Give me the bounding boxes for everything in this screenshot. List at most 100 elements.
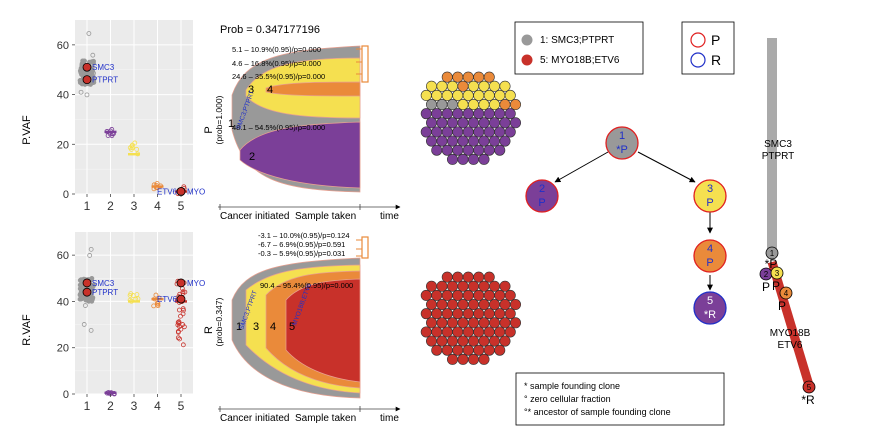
cell	[494, 89, 506, 101]
cell	[478, 99, 490, 111]
cell	[462, 308, 474, 320]
clone-5-area	[285, 278, 361, 383]
node-id: 5	[807, 383, 812, 392]
cell	[431, 344, 443, 356]
cell	[441, 144, 453, 156]
cell	[499, 280, 511, 292]
cell	[499, 99, 511, 111]
cell	[473, 344, 485, 356]
footnote-legend: * sample founding clone ° zero cellular …	[515, 372, 725, 426]
cell	[478, 280, 490, 292]
vaf-point	[180, 289, 186, 295]
driver-point	[176, 294, 186, 304]
cell	[509, 117, 521, 129]
cell	[467, 99, 479, 111]
cluster-median	[81, 71, 93, 74]
x-tick-label: 4	[154, 399, 161, 413]
cell	[494, 326, 506, 338]
cell	[441, 89, 453, 101]
node-sample: P	[706, 197, 713, 209]
tree-node-4: 4 P	[693, 239, 727, 273]
cell	[436, 117, 448, 129]
cell	[462, 344, 474, 356]
axis: 0 20 40 60 1 2 3 4 5	[57, 250, 185, 413]
cell	[431, 326, 443, 338]
legend-label: R	[711, 52, 721, 68]
cell	[436, 80, 448, 92]
tree-node-1: 1 *P	[605, 126, 639, 160]
cell	[431, 108, 443, 120]
cell	[441, 326, 453, 338]
fish-ylabel-sub: (prob=0.347)	[214, 297, 224, 346]
driver-label: MYO	[187, 188, 205, 197]
driver-label: ETV6	[157, 295, 178, 304]
vaf-point	[175, 319, 181, 325]
cell	[488, 280, 500, 292]
vaf-point	[82, 303, 88, 308]
cell	[504, 289, 516, 301]
driver-point	[82, 75, 92, 85]
driver-label: MYO	[187, 279, 205, 288]
freq-annotation: 48.1 – 54.5%(0.95)/p=0.000	[232, 123, 325, 132]
y-tick-label: 40	[57, 296, 69, 308]
driver-label: SMC3	[92, 279, 115, 288]
cell	[499, 117, 511, 129]
cell	[473, 308, 485, 320]
cell	[425, 299, 437, 311]
cell	[446, 99, 458, 111]
cell	[504, 326, 516, 338]
vaf-point	[90, 52, 96, 58]
vaf-point	[105, 133, 111, 138]
branch-label: MYO18B	[770, 328, 811, 339]
y-tick-label: 0	[63, 389, 69, 401]
node-sample: *R	[801, 393, 815, 407]
vaf-point	[154, 300, 160, 306]
x-tick-label: 5	[178, 399, 185, 413]
vaf-point	[88, 327, 94, 333]
cell	[494, 126, 506, 138]
cell	[478, 80, 490, 92]
vaf-point	[153, 292, 159, 298]
fish-plot-r: -3.1 – 10.0%(0.95)/p=0.124 -6.7 – 6.9%(0…	[203, 231, 401, 424]
cell	[488, 135, 500, 147]
cell	[504, 108, 516, 120]
cell	[462, 289, 474, 301]
driver-label: SMC3	[92, 63, 115, 72]
cell	[467, 353, 479, 365]
fish-plot-p: Prob = 0.347177196 5.1 – 10.9%(0.95)/p=0…	[203, 24, 401, 222]
y-tick-label: 20	[57, 139, 69, 151]
cell	[441, 344, 453, 356]
cell	[473, 89, 485, 101]
vaf-point	[86, 31, 92, 36]
footnote: ° zero cellular fraction	[524, 394, 611, 404]
node-id: 1	[770, 249, 775, 258]
cell	[467, 335, 479, 347]
cell	[457, 117, 469, 129]
vaf-point	[84, 92, 90, 98]
node-id: 1	[619, 130, 625, 142]
cluster-median	[104, 391, 117, 395]
x-tick-label: 1	[84, 199, 91, 213]
vaf-point	[155, 302, 160, 308]
cell	[473, 108, 485, 120]
node-sample: *P	[616, 144, 628, 156]
node-sample: P	[538, 197, 545, 209]
cell	[457, 153, 469, 165]
cell	[488, 299, 500, 311]
cell	[452, 108, 464, 120]
branch-label: SMC3	[764, 139, 792, 150]
footnote: °* ancestor of sample founding clone	[524, 407, 671, 417]
cell	[483, 126, 495, 138]
branch-label: ETV6	[777, 340, 802, 351]
cell	[467, 317, 479, 329]
cell	[446, 335, 458, 347]
cell	[467, 117, 479, 129]
vaf-point	[134, 146, 140, 152]
x-tick-label: 3	[131, 399, 138, 413]
y-axis-label: R.VAF	[21, 314, 33, 346]
footnote: * sample founding clone	[524, 381, 620, 391]
cell	[478, 317, 490, 329]
cell	[504, 89, 516, 101]
cell	[452, 144, 464, 156]
cell	[483, 89, 495, 101]
